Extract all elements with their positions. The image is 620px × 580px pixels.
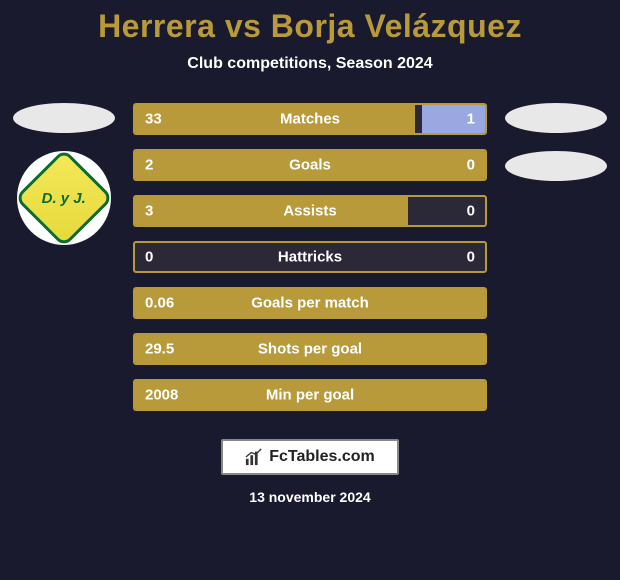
- stat-left-value: 2: [145, 157, 153, 174]
- stat-fill-left: [135, 197, 408, 225]
- badge-text: D. y J.: [42, 190, 86, 207]
- left-club-badge: D. y J.: [17, 151, 111, 245]
- stat-label: Assists: [283, 203, 336, 220]
- stat-row: 3 0 Assists: [133, 195, 487, 227]
- stat-bars: 33 1 Matches 2 0 Goals 3 0 Assists 0 0 Hattricks 0.0…: [133, 103, 487, 411]
- badge-shield: D. y J.: [17, 151, 111, 245]
- stat-left-value: 2008: [145, 387, 178, 404]
- right-player-oval-2: [505, 151, 607, 181]
- footer-logo-text: FcTables.com: [269, 448, 375, 466]
- stat-row: 2 0 Goals: [133, 149, 487, 181]
- stat-left-value: 3: [145, 203, 153, 220]
- left-player-oval: [13, 103, 115, 133]
- right-player-oval-1: [505, 103, 607, 133]
- left-player-col: D. y J.: [9, 103, 119, 245]
- stat-right-value: 0: [467, 157, 475, 174]
- subtitle: Club competitions, Season 2024: [187, 55, 432, 73]
- stat-left-value: 33: [145, 111, 162, 128]
- stat-label: Goals: [289, 157, 331, 174]
- footer-logo: FcTables.com: [221, 439, 399, 475]
- stat-row: 29.5 Shots per goal: [133, 333, 487, 365]
- stat-label: Hattricks: [278, 249, 342, 266]
- stat-label: Min per goal: [266, 387, 354, 404]
- stat-left-value: 0.06: [145, 295, 174, 312]
- footer-date: 13 november 2024: [249, 489, 370, 505]
- stat-fill-left: [135, 105, 415, 133]
- stat-right-value: 0: [467, 249, 475, 266]
- right-player-col: [501, 103, 611, 181]
- stat-left-value: 29.5: [145, 341, 174, 358]
- stat-row: 33 1 Matches: [133, 103, 487, 135]
- stat-label: Shots per goal: [258, 341, 362, 358]
- stat-right-value: 0: [467, 203, 475, 220]
- stat-row: 2008 Min per goal: [133, 379, 487, 411]
- stat-label: Goals per match: [251, 295, 369, 312]
- stat-row: 0.06 Goals per match: [133, 287, 487, 319]
- stat-left-value: 0: [145, 249, 153, 266]
- stats-area: D. y J. 33 1 Matches 2 0 Goals 3 0 Assists 0 0 Hatt…: [0, 103, 620, 411]
- infographic-container: Herrera vs Borja Velázquez Club competit…: [0, 0, 620, 580]
- stat-right-value: 1: [467, 111, 475, 128]
- stat-row: 0 0 Hattricks: [133, 241, 487, 273]
- stat-fill-right: [422, 105, 485, 133]
- stat-label: Matches: [280, 111, 340, 128]
- page-title: Herrera vs Borja Velázquez: [98, 8, 522, 45]
- chart-icon: [245, 448, 263, 466]
